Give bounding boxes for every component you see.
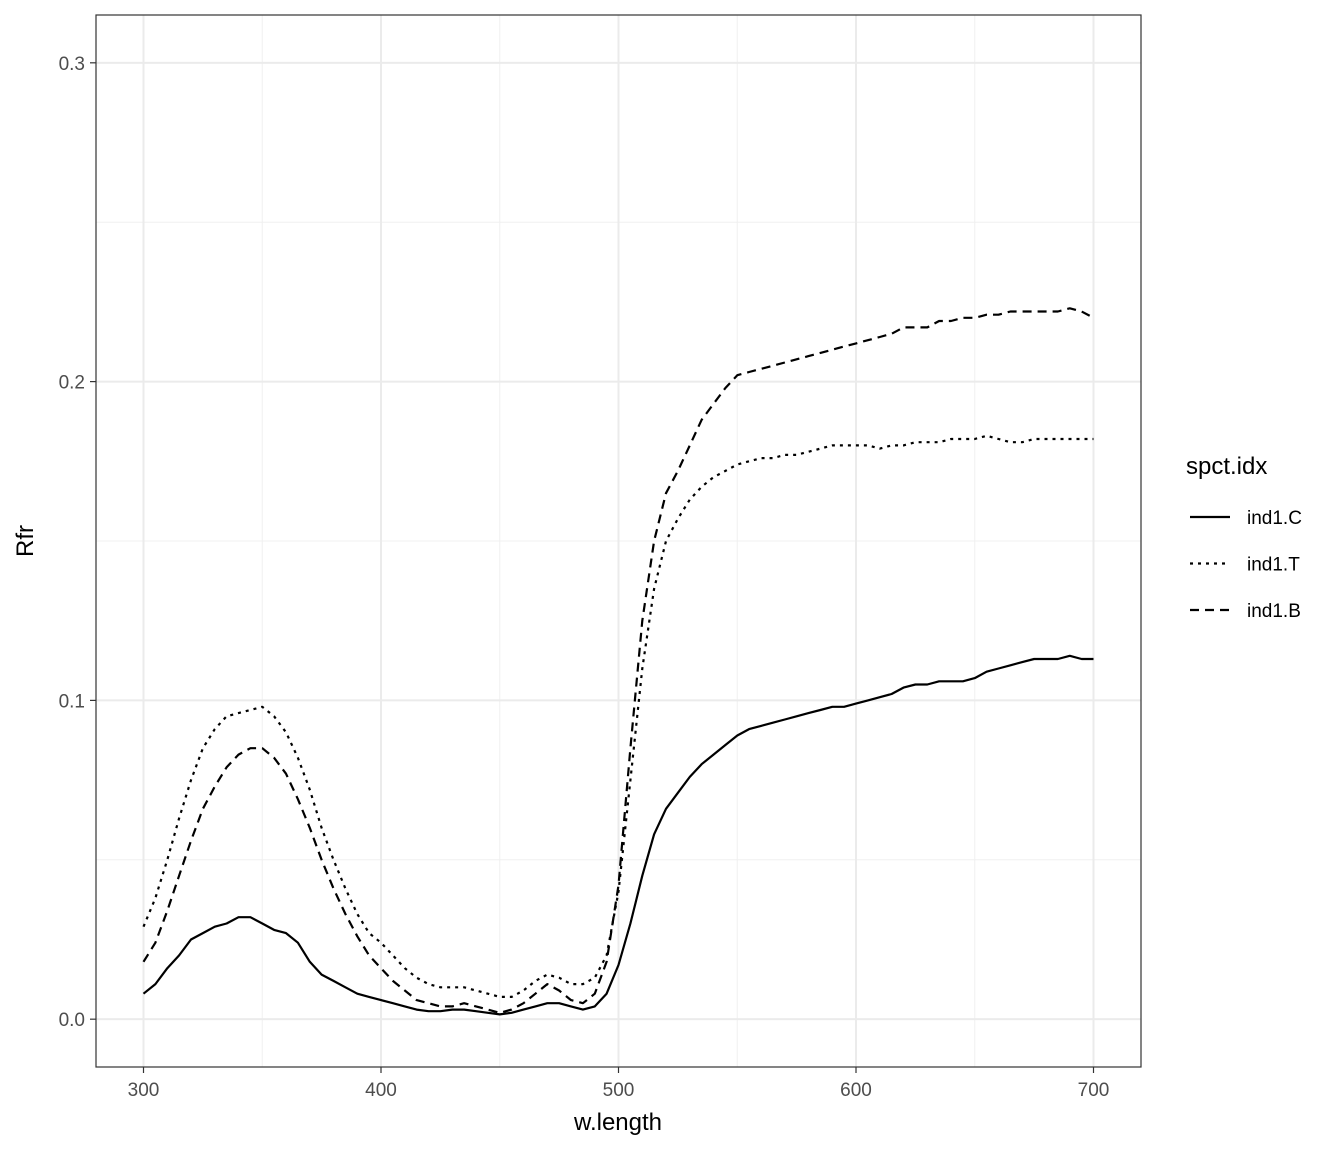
x-tick-label: 700 [1078, 1080, 1110, 1101]
legend-label: ind1.C [1247, 508, 1302, 529]
x-axis-title: w.length [573, 1109, 662, 1136]
series-lines [142, 307, 1095, 1016]
legend-label: ind1.B [1247, 601, 1301, 622]
major-gridlines [96, 15, 1141, 1067]
x-axis: 300 400 500 600 700 [128, 1067, 1110, 1101]
x-tick-label: 600 [840, 1080, 872, 1101]
y-axis: 0.0 0.1 0.2 0.3 [59, 54, 96, 1031]
legend-title: spct.idx [1186, 453, 1267, 480]
y-tick-label: 0.1 [59, 691, 85, 712]
x-tick-label: 400 [365, 1080, 397, 1101]
x-tick-label: 500 [603, 1080, 635, 1101]
x-tick-label: 300 [128, 1080, 160, 1101]
y-tick-label: 0.3 [59, 54, 85, 75]
y-tick-label: 0.0 [59, 1010, 85, 1031]
legend: spct.idx ind1.C ind1.T ind1.B [1186, 453, 1302, 622]
series-line-ind1-c [142, 654, 1094, 1016]
legend-entries: ind1.C ind1.T ind1.B [1190, 508, 1302, 622]
series-line-ind1-b [142, 307, 1095, 1014]
y-axis-title: Rfr [12, 525, 39, 557]
legend-label: ind1.T [1247, 555, 1300, 576]
y-tick-label: 0.2 [59, 373, 85, 394]
plot-panel [95, 14, 1142, 1068]
